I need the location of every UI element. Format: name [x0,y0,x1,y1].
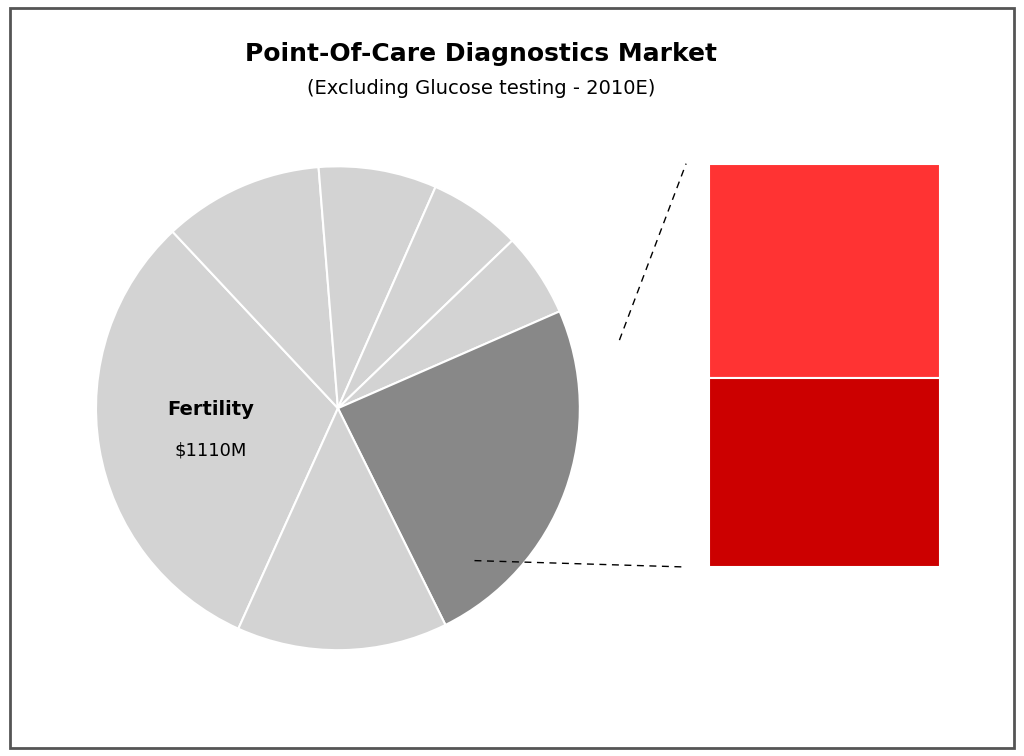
Wedge shape [338,311,580,625]
Wedge shape [318,166,435,408]
Wedge shape [338,240,559,408]
Bar [709,163,940,378]
Text: Fertility: Fertility [168,400,255,419]
Text: Point-Of-Care Diagnostics Market: Point-Of-Care Diagnostics Market [246,42,717,66]
Wedge shape [96,231,338,629]
Wedge shape [172,167,338,408]
Wedge shape [338,187,512,408]
Text: $1110M: $1110M [175,442,248,459]
Wedge shape [239,408,445,650]
Bar [709,378,940,567]
Text: (Excluding Glucose testing - 2010E): (Excluding Glucose testing - 2010E) [307,79,655,98]
